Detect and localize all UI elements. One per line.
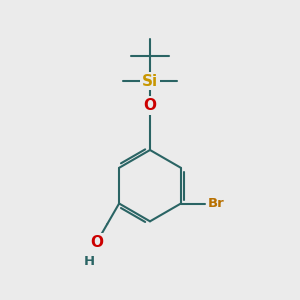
Text: Br: Br xyxy=(208,197,224,210)
Text: O: O xyxy=(90,235,103,250)
Text: Si: Si xyxy=(142,74,158,88)
Text: O: O xyxy=(143,98,157,113)
Text: H: H xyxy=(83,255,95,268)
